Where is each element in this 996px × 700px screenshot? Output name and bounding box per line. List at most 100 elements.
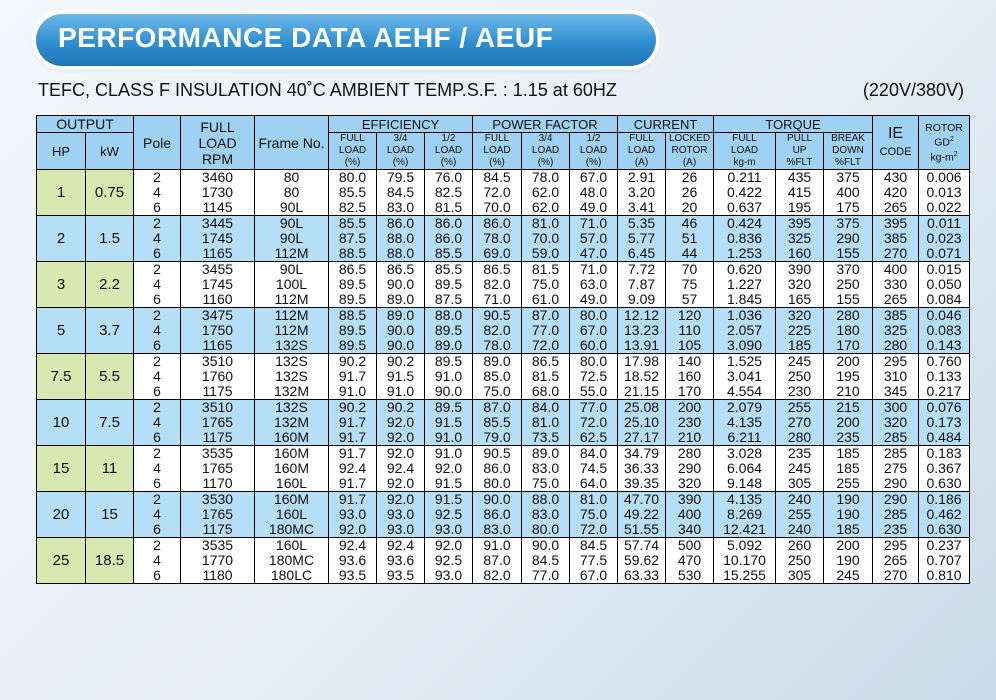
table-cell: 80.0 <box>472 476 523 492</box>
table-cell: 375 <box>823 169 874 185</box>
table-row: 2 1.5 2 3445 90L 85.5 86.0 86.0 86.0 81.0 71.0 5.35… <box>36 215 971 262</box>
table-cell: 435 <box>775 169 825 185</box>
table-cell: 13.23 <box>617 323 667 338</box>
table-cell: 87.0 <box>472 399 523 415</box>
table-cell: 310 <box>872 369 920 384</box>
table-cell: 81.5 <box>521 261 571 277</box>
table-row: 4 1765 160M 92.4 92.4 92.0 86.0 83.0 74.5 36.33 29… <box>37 461 971 476</box>
table-cell: 390 <box>665 491 715 507</box>
full-load-rpm-header: FULL LOAD RPM <box>180 115 255 170</box>
table-row: 25 18.5 2 3535 160L 92.4 92.4 92.0 91.0 90.0 84.5 5… <box>36 537 971 584</box>
table-cell: 0.071 <box>918 246 971 262</box>
table-cell: 280 <box>775 430 825 446</box>
table-cell: 91.5 <box>423 491 474 507</box>
table-cell: 90.0 <box>472 491 523 507</box>
table-row: 1 0.75 2 3460 80 80.0 79.5 76.0 84.5 78.0 67.0 2.91… <box>36 169 971 216</box>
table-cell: 0.076 <box>918 399 971 415</box>
table-cell: 160M <box>254 445 329 461</box>
table-cell: 6 <box>133 568 181 584</box>
table-cell: 160 <box>665 369 715 384</box>
table-cell: 1145 <box>180 200 255 216</box>
table-row: 6 1145 90L 82.5 83.0 81.5 70.0 62.0 49.0 3.41 20 0.… <box>37 200 971 216</box>
table-cell: 91.5 <box>423 415 474 430</box>
table-header: OUTPUT Pole FULL LOAD RPM Frame No. EFFICI… <box>36 115 971 170</box>
table-cell: 200 <box>823 537 874 553</box>
table-cell: 300 <box>872 399 920 415</box>
table-row: 3 2.2 2 3455 90L 86.5 86.5 85.5 86.5 81.5 71.0 7.72… <box>36 261 971 308</box>
table-cell: 82.0 <box>472 568 523 584</box>
table-cell: 200 <box>823 353 874 369</box>
table-cell: 240 <box>775 522 825 538</box>
table-cell: 530 <box>665 568 715 584</box>
table-cell: 285 <box>872 445 920 461</box>
table-cell: 92.0 <box>376 415 425 430</box>
table-cell: 155 <box>823 246 874 262</box>
table-cell: 86.0 <box>376 215 425 231</box>
table-cell: 85.5 <box>423 246 474 262</box>
table-cell: 345 <box>872 384 920 400</box>
table-cell: 290 <box>872 476 920 492</box>
table-cell: 0.760 <box>918 353 971 369</box>
table-cell: 82.0 <box>472 277 523 292</box>
table-cell: 74.5 <box>569 461 619 476</box>
table-cell: 81.0 <box>521 415 571 430</box>
table-cell: 88.0 <box>423 307 474 323</box>
table-cell: 1.253 <box>713 246 777 262</box>
table-cell: 0.050 <box>918 277 971 292</box>
table-cell: 0.186 <box>918 491 971 507</box>
table-cell: 185 <box>823 445 874 461</box>
current-header: CURRENT <box>617 115 715 133</box>
table-cell: 6.211 <box>713 430 777 446</box>
output-group: 5 3.7 2 3475 112M 88.5 89.0 88.0 90.5 87.0 80.0 12.… <box>36 307 971 354</box>
table-cell: 91.5 <box>423 476 474 492</box>
table-cell: 92.4 <box>376 537 425 553</box>
table-cell: 185 <box>775 338 825 354</box>
table-cell: 132S <box>254 338 329 354</box>
table-cell: 60.0 <box>569 338 619 354</box>
table-cell: 91.0 <box>376 384 425 400</box>
table-cell: 0.173 <box>918 415 971 430</box>
table-cell: 72.5 <box>569 369 619 384</box>
table-cell: 72.0 <box>569 415 619 430</box>
performance-table: OUTPUT Pole FULL LOAD RPM Frame No. EFFICI… <box>36 115 971 584</box>
table-cell: 47.70 <box>617 491 667 507</box>
table-cell: 90.2 <box>376 399 425 415</box>
table-cell: 85.5 <box>472 415 523 430</box>
hp-header: HP <box>36 132 86 170</box>
table-row: 6 1175 180MC 92.0 93.0 93.0 83.0 80.0 72.0 51.55 3… <box>37 522 971 538</box>
table-cell: 170 <box>665 384 715 400</box>
table-cell: 91.7 <box>328 415 377 430</box>
table-cell: 49.0 <box>569 200 619 216</box>
table-cell: 89.5 <box>328 338 377 354</box>
table-cell: 2 <box>133 445 181 461</box>
table-cell: 86.0 <box>472 461 523 476</box>
table-cell: 89.5 <box>423 277 474 292</box>
table-cell: 90.0 <box>521 537 571 553</box>
table-cell: 77.0 <box>521 568 571 584</box>
table-row: 4 1745 100L 89.5 90.0 89.5 82.0 75.0 63.0 7.87 75 1… <box>37 277 971 292</box>
table-cell: 2 <box>133 537 181 553</box>
table-cell: 290 <box>665 461 715 476</box>
table-cell: 112M <box>254 307 329 323</box>
table-cell: 2 <box>133 307 181 323</box>
table-cell: 235 <box>872 522 920 538</box>
page-title: PERFORMANCE DATA AEHF / AEUF <box>58 22 554 53</box>
table-cell: 90L <box>254 231 329 246</box>
kw-cell: 0.75 <box>85 169 134 216</box>
table-cell: 132S <box>254 399 329 415</box>
table-cell: 91.7 <box>328 445 377 461</box>
table-cell: 85.5 <box>423 261 474 277</box>
table-cell: 250 <box>775 553 825 568</box>
table-cell: 89.0 <box>376 307 425 323</box>
table-cell: 77.0 <box>521 323 571 338</box>
table-cell: 89.5 <box>423 323 474 338</box>
table-cell: 1745 <box>180 231 255 246</box>
table-cell: 51 <box>665 231 715 246</box>
table-cell: 265 <box>872 553 920 568</box>
table-cell: 80 <box>254 185 329 200</box>
subtitle: TEFC, CLASS F INSULATION 40˚C AMBIENT TE… <box>38 80 617 100</box>
table-cell: 91.0 <box>423 445 474 461</box>
table-cell: 89.5 <box>328 277 377 292</box>
table-cell: 110 <box>665 323 715 338</box>
table-cell: 75.0 <box>569 507 619 522</box>
